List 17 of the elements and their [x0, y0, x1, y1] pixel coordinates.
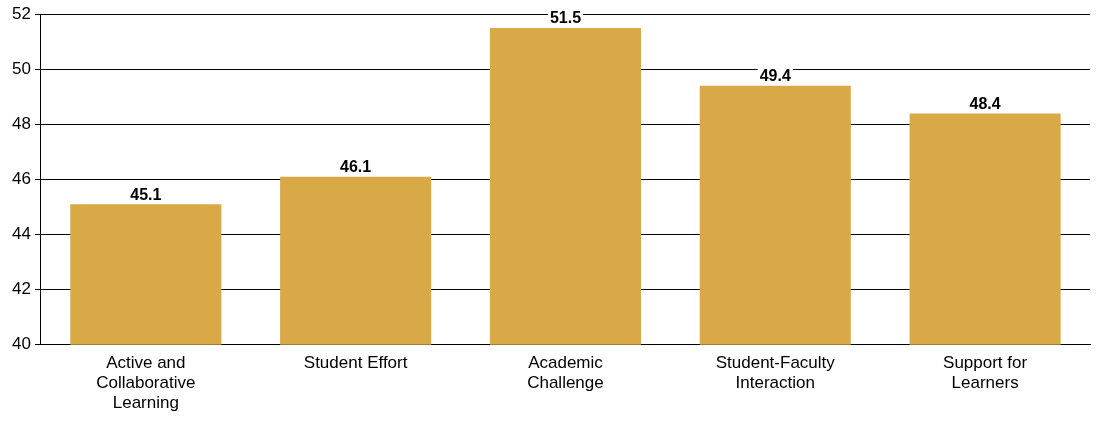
y-tick-label: 40	[11, 334, 31, 354]
y-tick-label: 44	[11, 224, 31, 244]
x-tick-label: Academic Challenge	[527, 352, 604, 393]
x-tick-label: Active and Collaborative Learning	[96, 352, 196, 413]
data-label: 46.1	[340, 158, 372, 176]
y-tick-label: 46	[11, 169, 31, 189]
data-label: 45.1	[130, 185, 162, 203]
y-tick-label: 52	[11, 3, 31, 23]
data-label: 49.4	[759, 67, 791, 85]
x-tick-label: Support for Learners	[943, 352, 1028, 393]
y-tick-label: 48	[11, 114, 31, 134]
data-label: 51.5	[549, 9, 582, 27]
data-label: 48.4	[969, 94, 1001, 112]
x-tick-label: Student Effort	[303, 352, 408, 372]
y-tick-label: 42	[11, 279, 31, 299]
x-tick-label: Student-Faculty Interaction	[715, 352, 836, 393]
y-tick-label: 50	[11, 58, 31, 78]
